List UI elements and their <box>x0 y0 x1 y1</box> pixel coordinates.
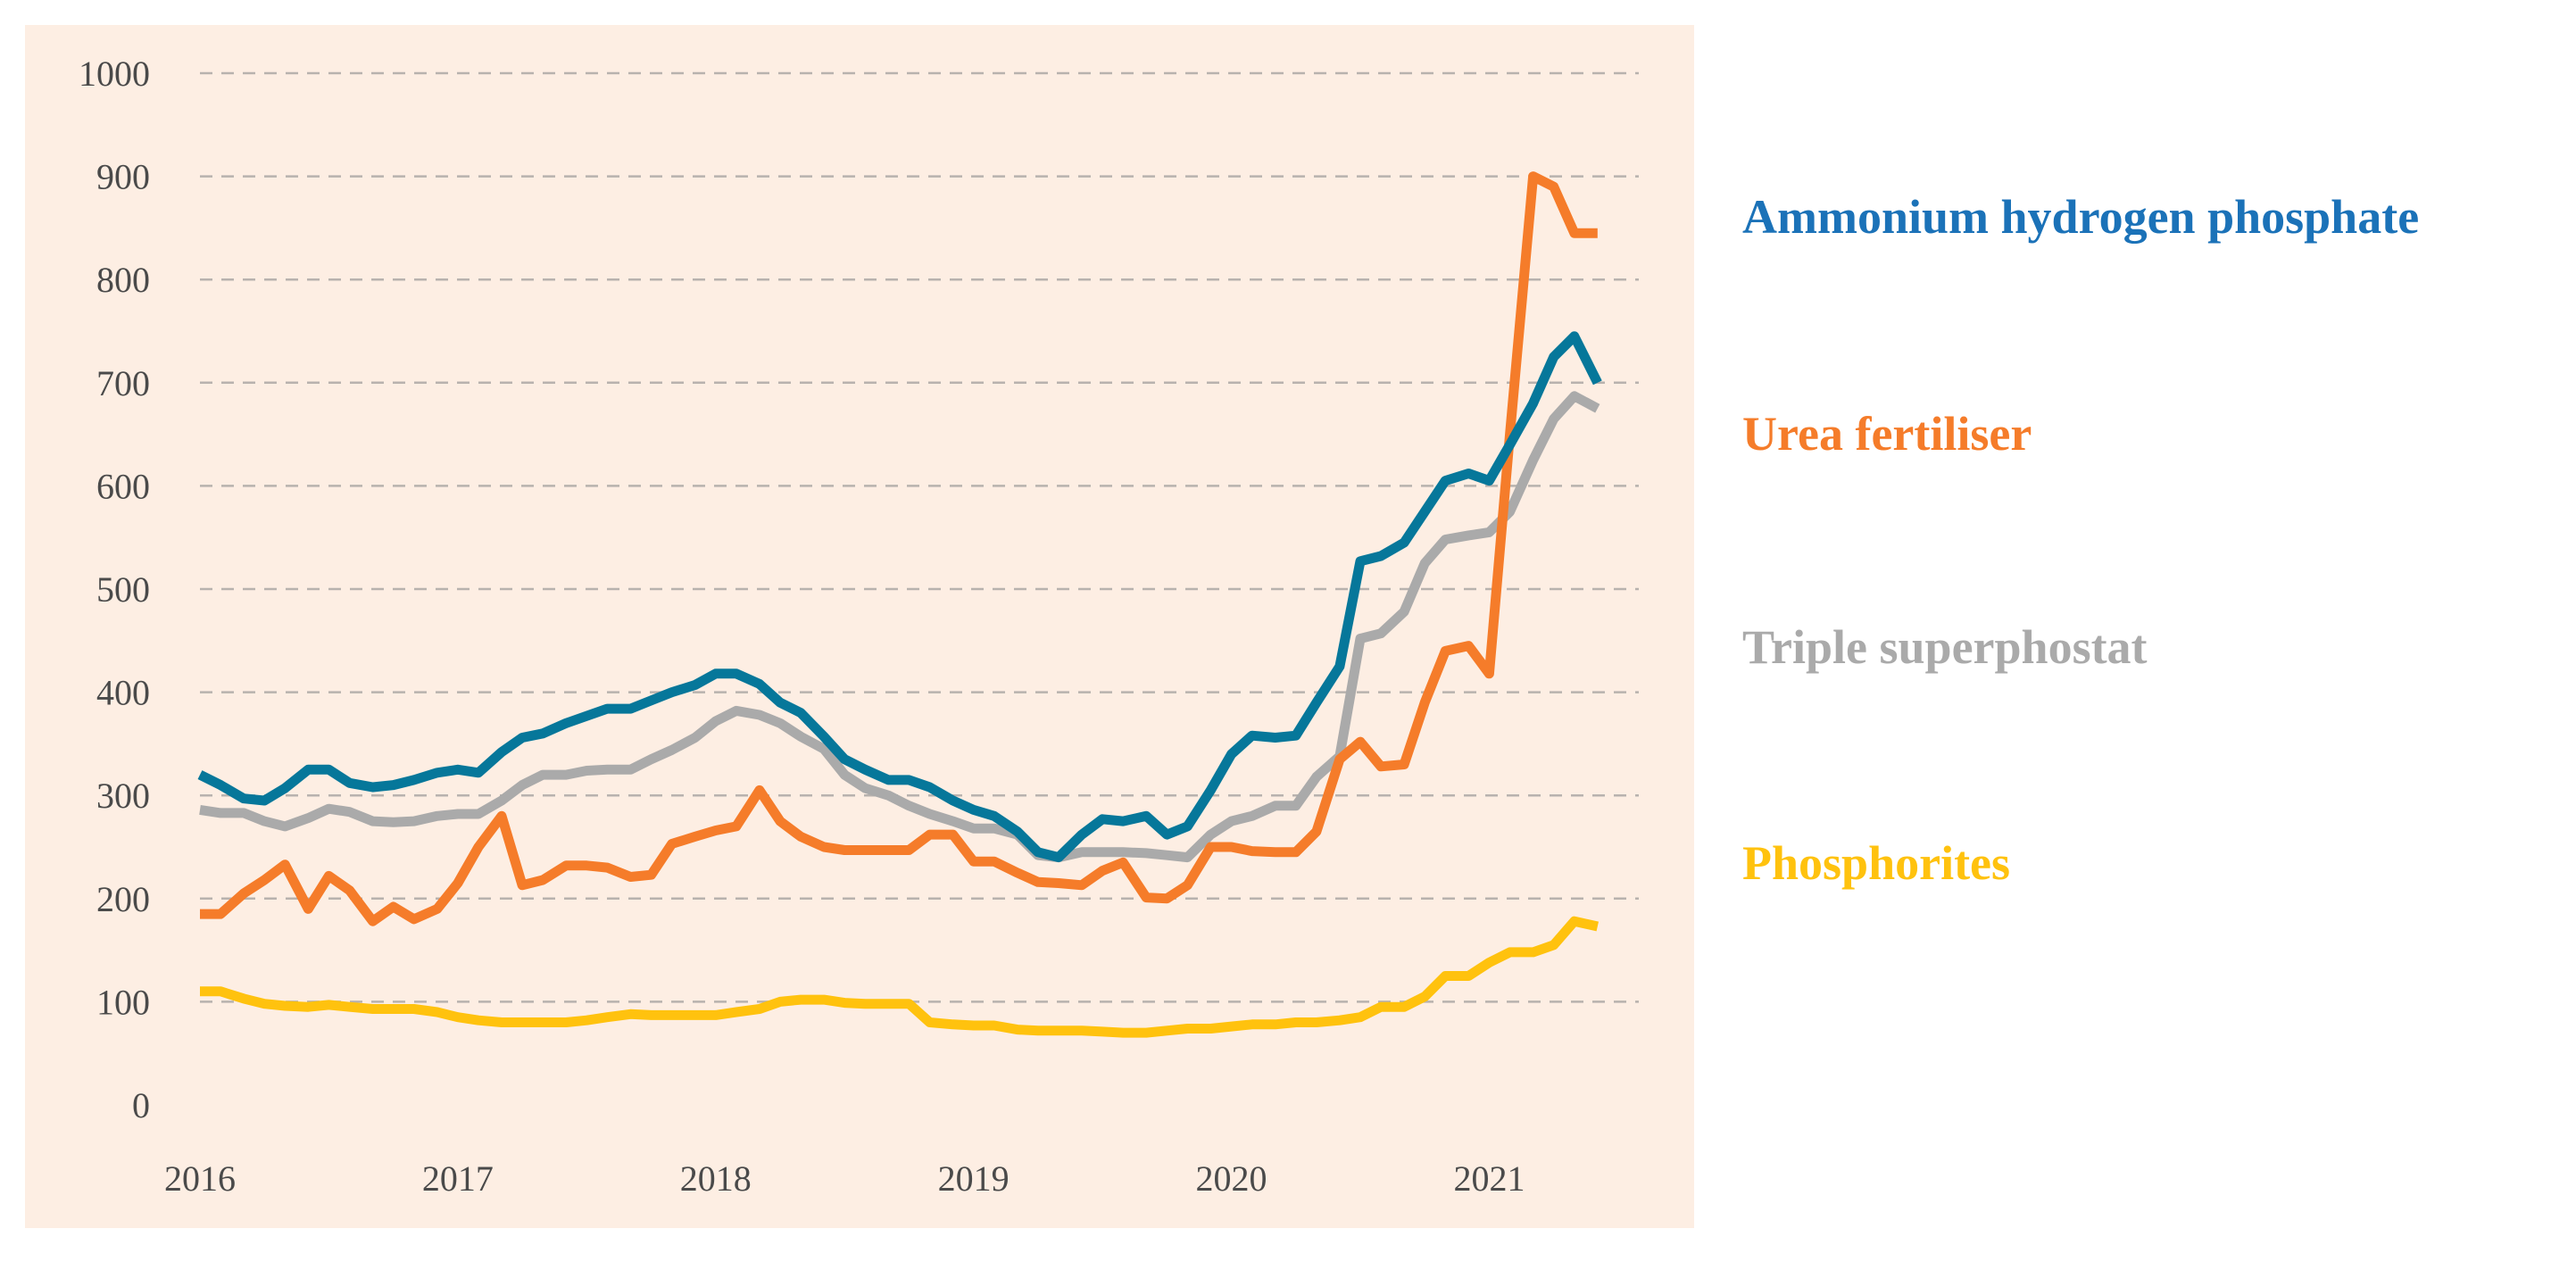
x-tick-label: 2017 <box>422 1158 494 1199</box>
y-tick-label: 700 <box>96 363 150 403</box>
legend-phosphorites: Phosphorites <box>1742 836 2011 890</box>
y-tick-label: 500 <box>96 569 150 610</box>
series-line-urea <box>200 171 1598 926</box>
y-tick-label: 100 <box>96 982 150 1022</box>
legend-urea-fertiliser: Urea fertiliser <box>1742 407 2032 461</box>
x-tick-label: 2018 <box>680 1158 752 1199</box>
legend-triple-superphostat: Triple superphostat <box>1742 620 2148 674</box>
y-tick-label: 900 <box>96 157 150 197</box>
y-tick-label: 400 <box>96 673 150 713</box>
x-tick-label: 2019 <box>938 1158 1010 1199</box>
y-tick-label: 300 <box>96 776 150 816</box>
series-line-ammonium <box>197 331 1602 863</box>
plot-background <box>25 25 1694 1228</box>
x-tick-label: 2016 <box>164 1158 236 1199</box>
y-tick-label: 800 <box>96 260 150 300</box>
y-tick-label: 600 <box>96 466 150 506</box>
series-line-triple <box>199 391 1600 863</box>
y-tick-label: 0 <box>132 1085 150 1125</box>
x-tick-label: 2020 <box>1196 1158 1267 1199</box>
y-tick-label: 1000 <box>79 54 150 94</box>
legend-ammonium-hydrogen-phosphate: Ammonium hydrogen phosphate <box>1742 190 2420 244</box>
series-line-phosphorites <box>200 916 1599 1038</box>
y-tick-label: 200 <box>96 879 150 919</box>
x-tick-label: 2021 <box>1453 1158 1525 1199</box>
